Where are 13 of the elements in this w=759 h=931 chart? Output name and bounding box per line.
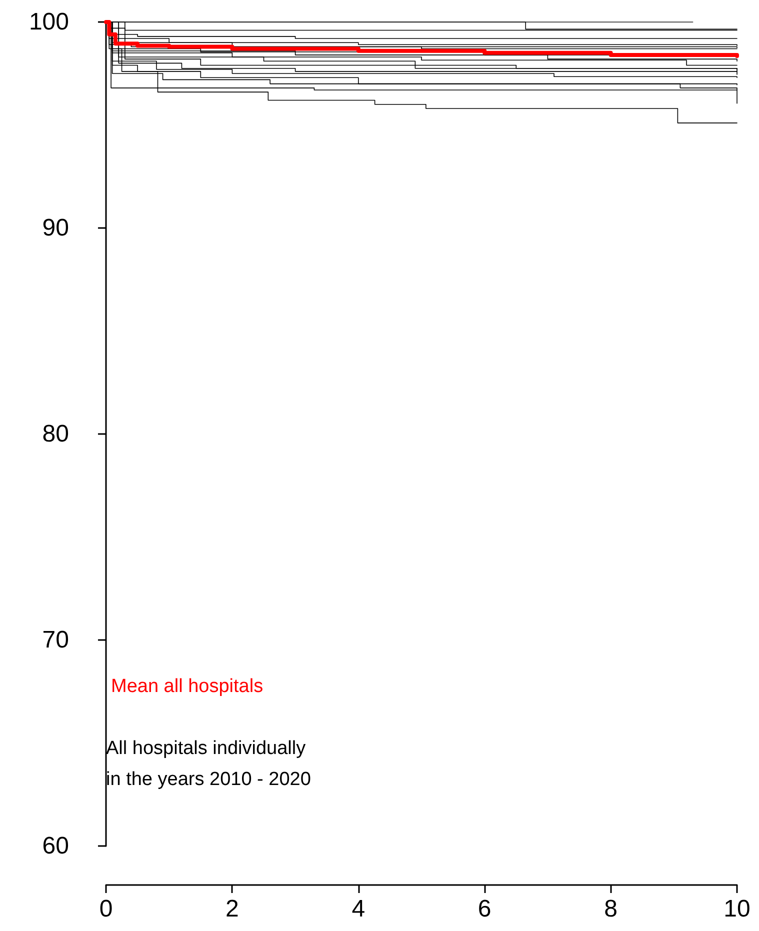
x-tick-label: 6 bbox=[478, 896, 492, 922]
y-tick-label: 70 bbox=[42, 626, 69, 654]
y-tick-label: 90 bbox=[42, 214, 69, 242]
x-tick-label: 2 bbox=[226, 896, 239, 922]
annotation: All hospitals individually in the years 2010 - 2020 bbox=[106, 738, 311, 790]
x-tick-label: 8 bbox=[604, 896, 618, 922]
y-tick-label: 80 bbox=[42, 420, 69, 448]
y-tick-label: 60 bbox=[42, 832, 69, 860]
x-tick-label: 4 bbox=[352, 896, 366, 922]
x-tick-label: 10 bbox=[724, 896, 750, 922]
y-tick-label: 100 bbox=[28, 8, 69, 36]
text: Mean all hospitals bbox=[111, 676, 264, 697]
x-tick-label: 0 bbox=[99, 896, 113, 922]
